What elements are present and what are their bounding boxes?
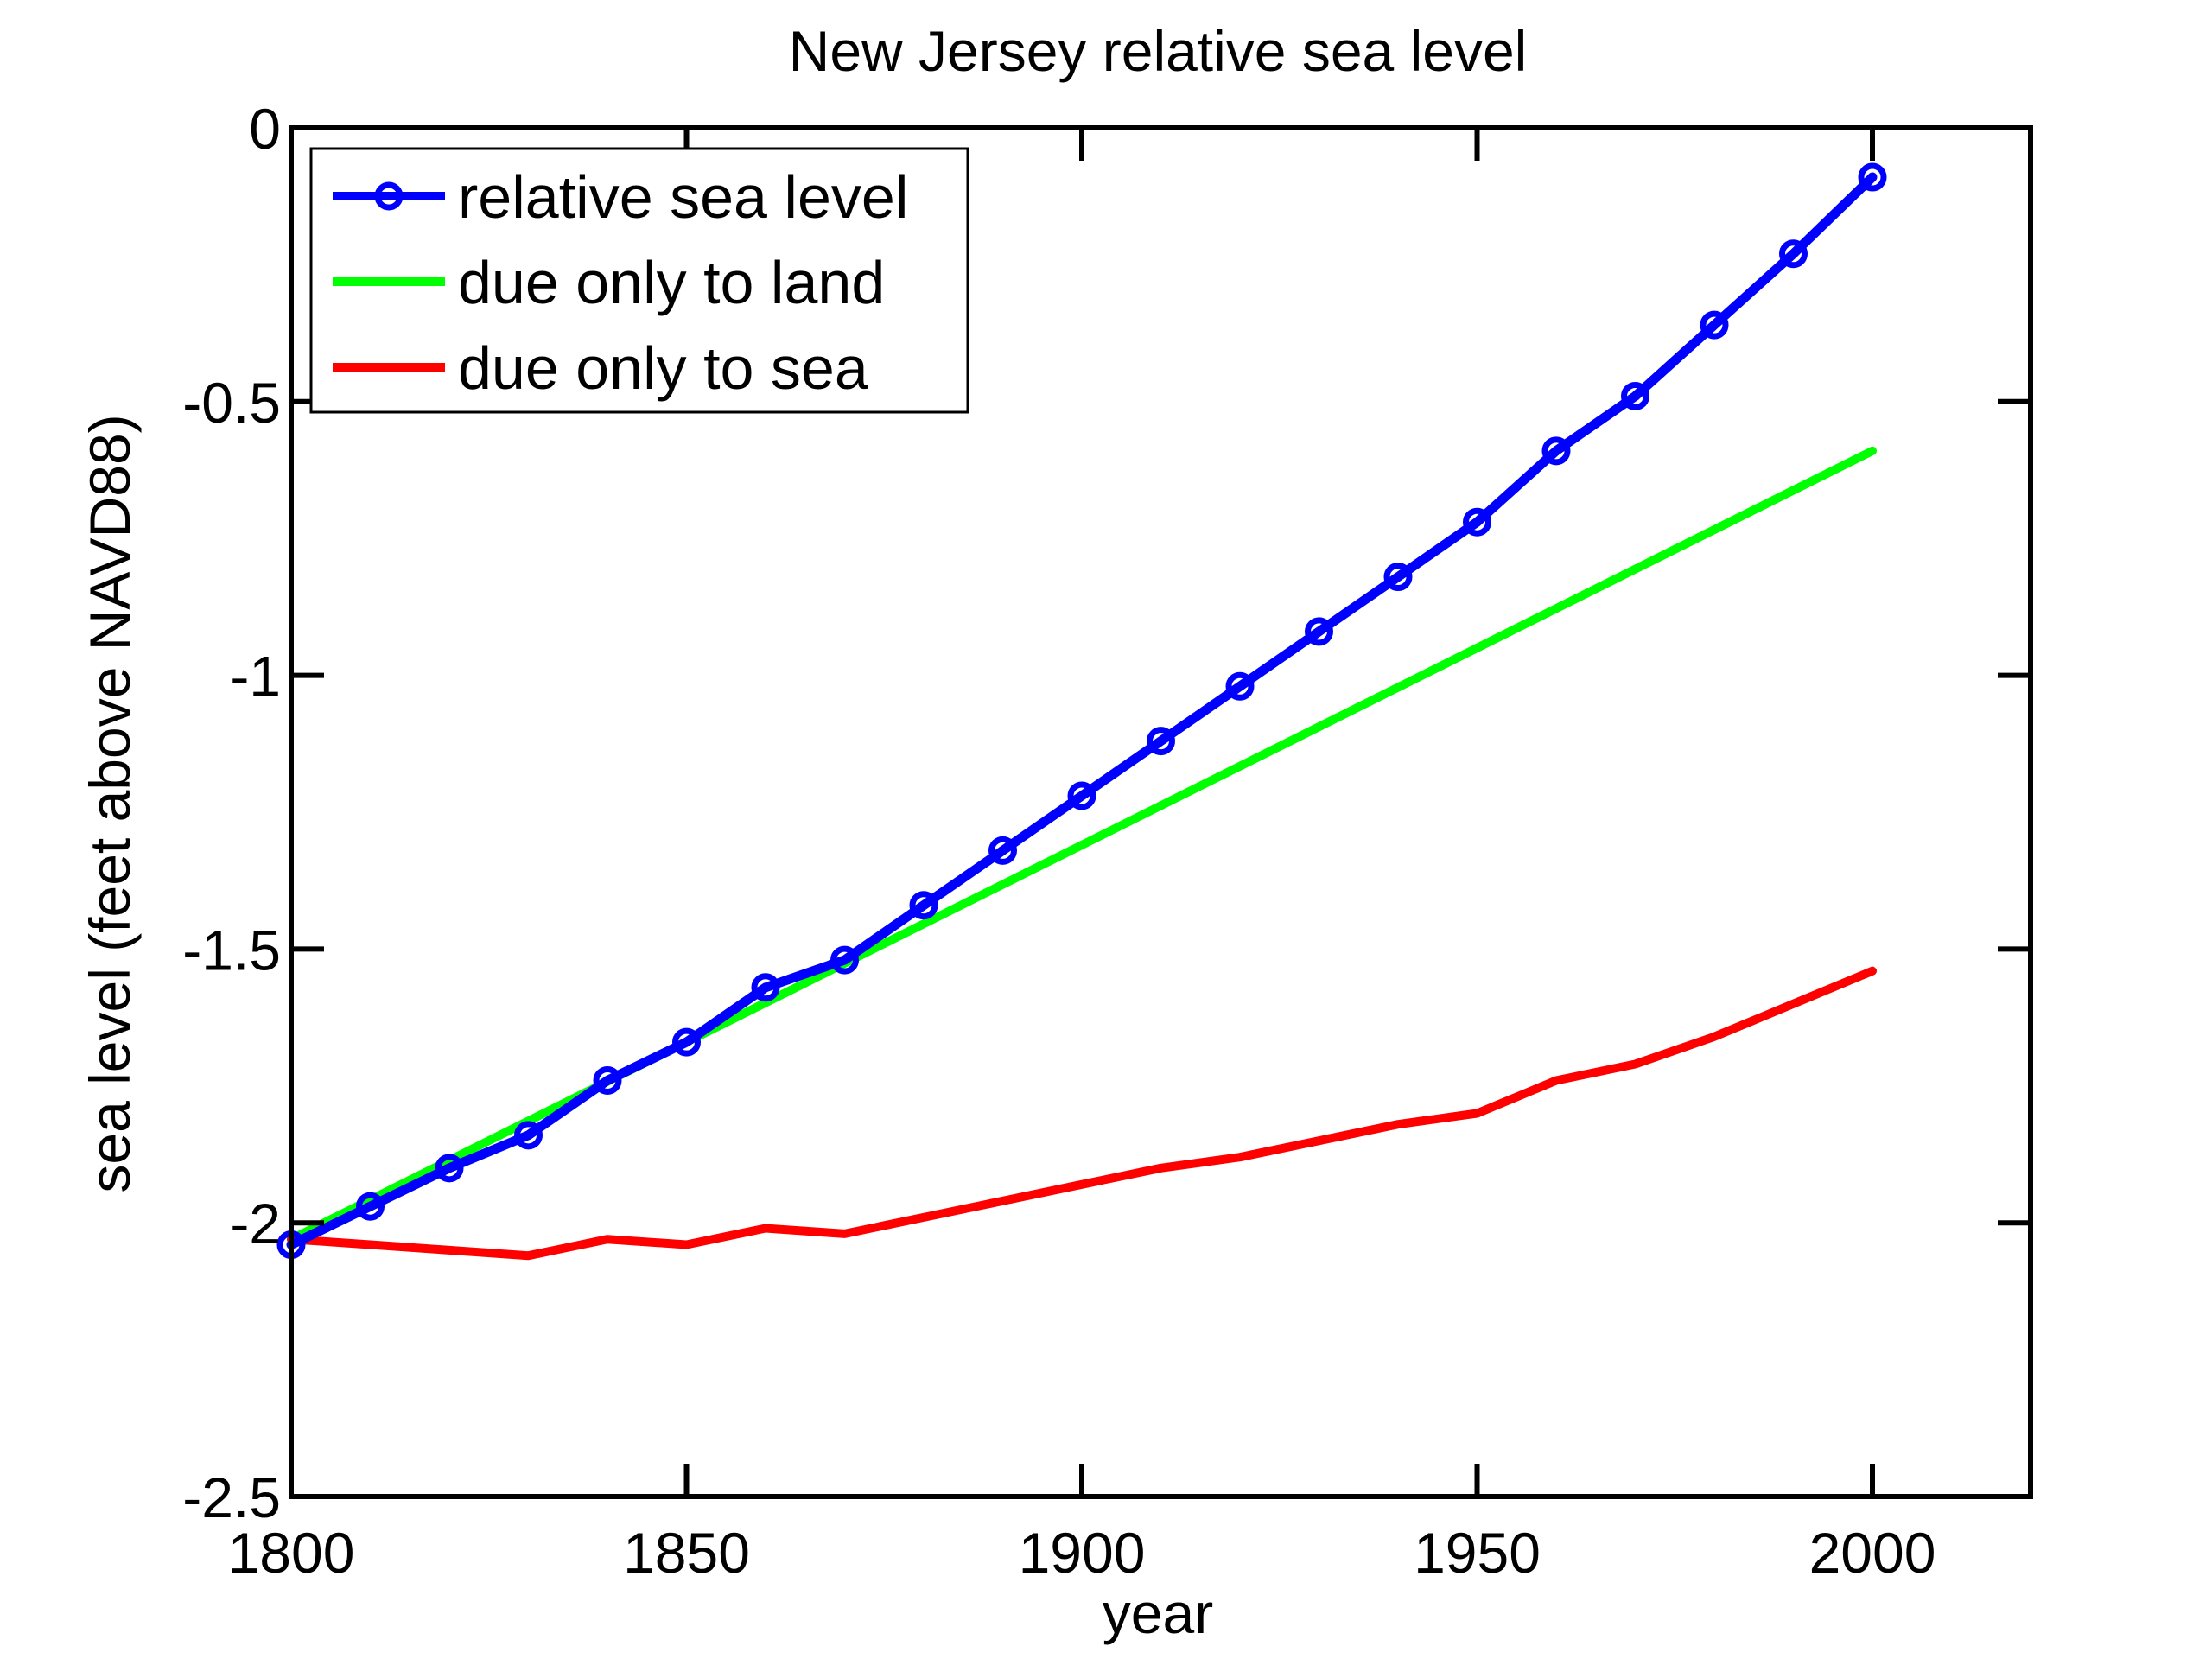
- series-line-relative-sea-level: [286, 172, 1878, 1249]
- y-axis-label: sea level (feet above NAVD88): [78, 414, 142, 1192]
- y-tick-label: -0.5: [182, 371, 281, 435]
- data-point-relative-sea-level: [672, 1027, 701, 1057]
- legend-label: due only to sea: [458, 334, 868, 402]
- data-point-relative-sea-level: [830, 945, 859, 975]
- y-tick-label: -1.5: [182, 918, 281, 982]
- data-point-relative-sea-level: [514, 1121, 543, 1150]
- data-point-relative-sea-level: [593, 1065, 622, 1095]
- x-tick-label: 1800: [228, 1521, 355, 1585]
- axes-box: [289, 125, 2033, 1499]
- legend-label: relative sea level: [458, 163, 908, 231]
- data-point-relative-sea-level: [356, 1192, 385, 1221]
- axis-ticks: 1800 1850 1900 1950 2000 0 -0.5 -1 -1.5 -2 -2.5: [182, 97, 2031, 1585]
- x-tick-label: 1950: [1414, 1521, 1541, 1585]
- x-tick-label: 1900: [1019, 1521, 1146, 1585]
- data-point-relative-sea-level: [1067, 781, 1096, 810]
- legend-marker: [374, 181, 404, 211]
- x-tick-label: 1850: [623, 1521, 750, 1585]
- y-tick-label: -2: [230, 1192, 281, 1255]
- data-point-relative-sea-level: [1621, 381, 1649, 410]
- y-tick-label: -1: [230, 645, 281, 709]
- data-point-relative-sea-level: [1463, 507, 1491, 537]
- data-point-relative-sea-level: [1541, 436, 1571, 466]
- chart-title: New Jersey relative sea level: [789, 19, 1528, 83]
- data-point-relative-sea-level: [751, 973, 780, 1002]
- data-point-relative-sea-level: [1383, 563, 1413, 592]
- data-point-relative-sea-level: [435, 1154, 464, 1183]
- series-line-due-only-to-sea: [287, 966, 1877, 1261]
- series-line-due-only-to-land: [287, 446, 1877, 1244]
- data-point-relative-sea-level: [1858, 162, 1887, 192]
- x-tick-label: 2000: [1809, 1521, 1936, 1585]
- legend: relative sea level due only to land due on…: [309, 147, 969, 414]
- data-point-relative-sea-level: [1147, 727, 1175, 756]
- y-tick-label: -2.5: [182, 1465, 281, 1529]
- x-axis-label: year: [1103, 1581, 1213, 1645]
- data-point-relative-sea-level: [909, 891, 938, 920]
- y-tick-label: 0: [249, 97, 281, 161]
- data-point-relative-sea-level: [988, 836, 1017, 865]
- legend-label: due only to land: [458, 249, 885, 316]
- data-point-relative-sea-level: [1700, 310, 1729, 340]
- data-point-relative-sea-level: [1225, 671, 1255, 701]
- data-point-relative-sea-level: [1305, 617, 1333, 646]
- data-point-relative-sea-level: [1779, 239, 1808, 269]
- plot-area: [276, 162, 1887, 1261]
